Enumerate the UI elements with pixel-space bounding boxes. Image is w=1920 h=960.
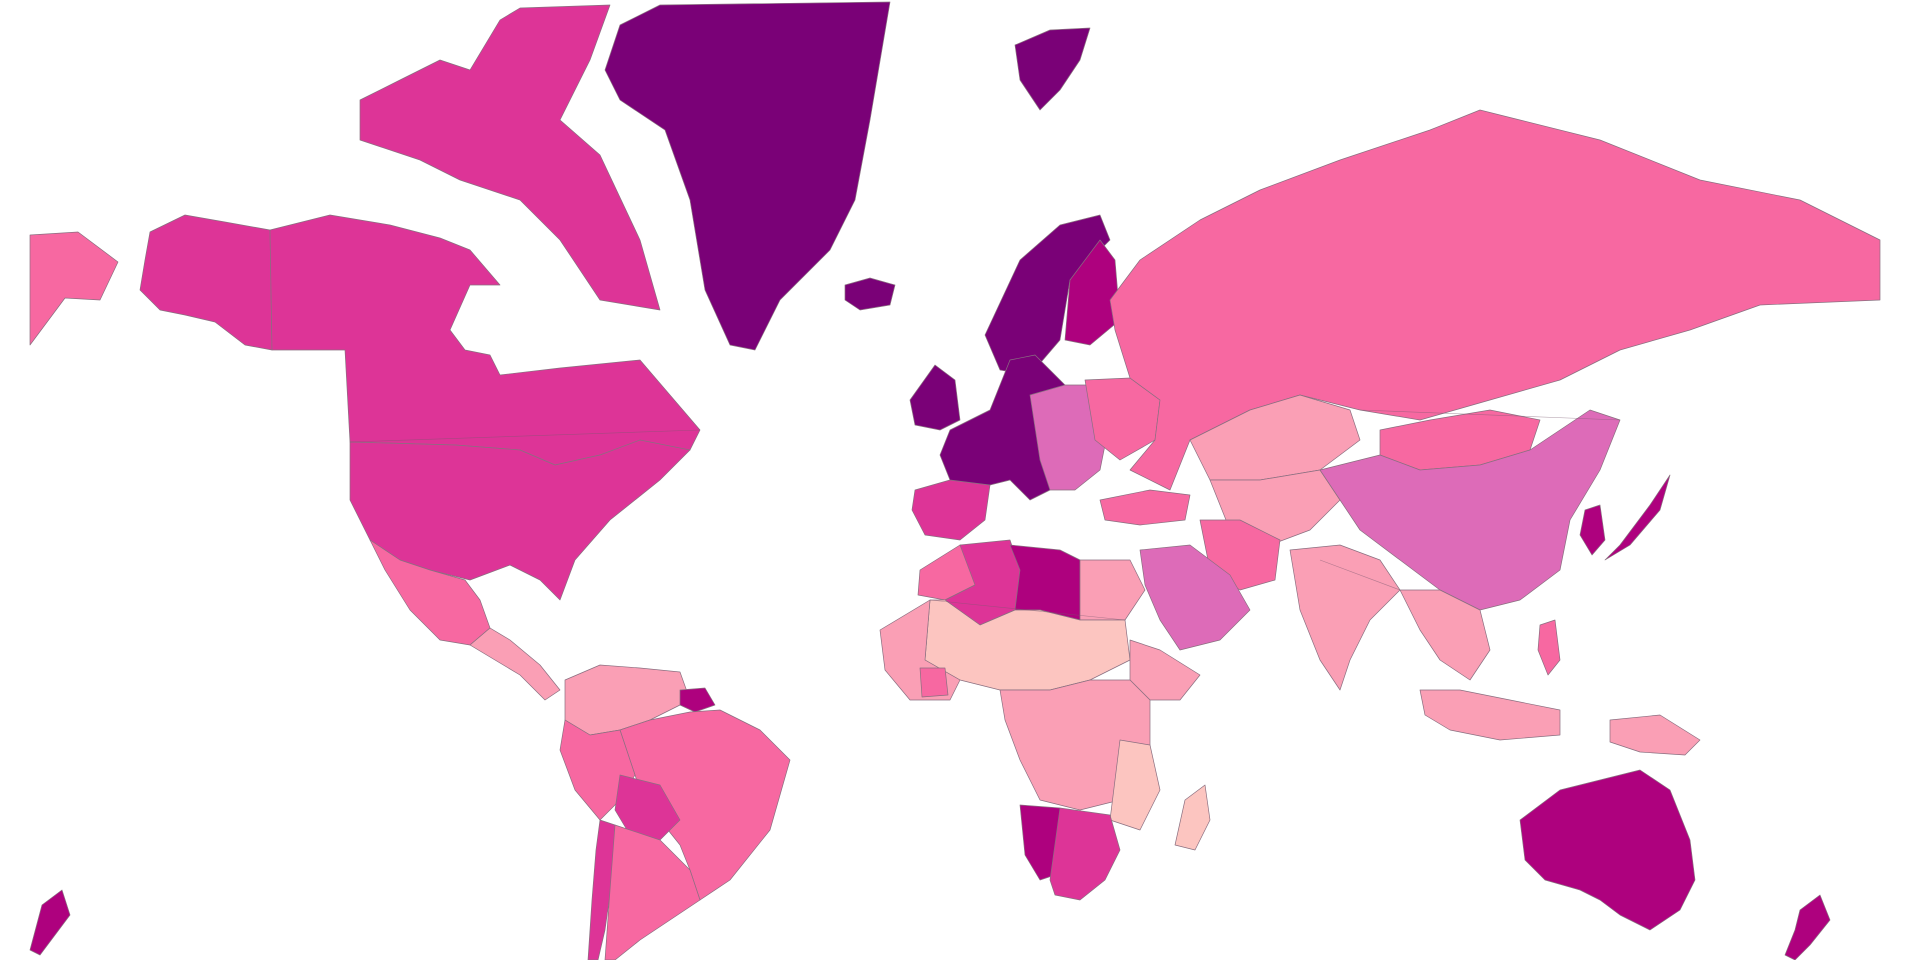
philippines[interactable] (1537, 619, 1561, 676)
saudi-arabia[interactable] (1139, 544, 1251, 651)
sahel[interactable] (924, 599, 1131, 691)
alaska[interactable] (139, 214, 273, 351)
canada-arctic-islands[interactable] (359, 4, 661, 311)
border-china-india (1319, 559, 1401, 591)
russia[interactable] (1109, 109, 1881, 491)
korea[interactable] (1579, 504, 1606, 556)
guianas[interactable] (679, 687, 716, 713)
madagascar[interactable] (1174, 784, 1211, 851)
argentina[interactable] (604, 824, 701, 960)
libya[interactable] (1009, 544, 1081, 621)
chukotka[interactable] (29, 231, 119, 346)
turkey[interactable] (1099, 489, 1191, 526)
southeast-asia[interactable] (1399, 589, 1491, 681)
east-africa[interactable] (1109, 739, 1161, 831)
new-zealand[interactable] (1784, 894, 1831, 960)
south-africa[interactable] (1049, 807, 1121, 901)
new-zealand-west[interactable] (29, 889, 71, 956)
united-kingdom[interactable] (909, 364, 961, 431)
japan[interactable] (1604, 474, 1671, 561)
svalbard[interactable] (1014, 27, 1091, 111)
australia[interactable] (1519, 769, 1696, 931)
india[interactable] (1289, 544, 1401, 691)
ghana[interactable] (919, 667, 949, 698)
iceland[interactable] (844, 277, 896, 311)
greenland[interactable] (604, 1, 891, 351)
egypt[interactable] (1079, 559, 1146, 621)
china[interactable] (1319, 409, 1621, 611)
central-america[interactable] (469, 627, 561, 701)
border-usa-canada (349, 429, 701, 443)
border-russia-china (1359, 409, 1621, 421)
new-guinea[interactable] (1609, 714, 1701, 756)
border-africa-north (929, 599, 1126, 621)
iberia[interactable] (911, 479, 991, 541)
indonesia[interactable] (1419, 689, 1561, 741)
